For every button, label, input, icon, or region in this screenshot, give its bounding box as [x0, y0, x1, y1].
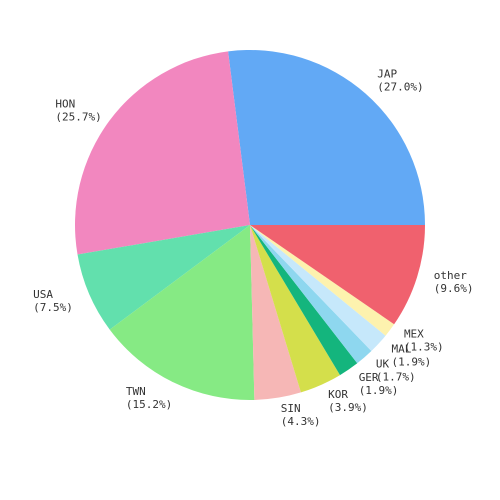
slice-label: USA — [33, 288, 53, 301]
slice-label: TWN — [126, 385, 146, 398]
pie-slice — [77, 225, 250, 330]
slice-value-label: (9.6%) — [434, 282, 474, 295]
slice-label: MAL — [392, 342, 412, 355]
pie-slice — [250, 225, 341, 393]
slice-label: SIN — [281, 402, 301, 415]
pie-slice — [250, 225, 358, 376]
slice-label: HON — [55, 97, 75, 110]
pie-slice — [250, 225, 372, 364]
pie-slice — [250, 225, 425, 325]
slice-label: JAP — [377, 68, 397, 81]
slice-label: other — [434, 269, 467, 282]
slice-value-label: (1.7%) — [376, 371, 416, 384]
slice-label: GER — [359, 371, 379, 384]
slice-value-label: (15.2%) — [126, 398, 172, 411]
slice-value-label: (27.0%) — [377, 81, 423, 94]
slice-value-label: (25.7%) — [55, 110, 101, 123]
slice-label: MEX — [404, 328, 424, 341]
pie-slice — [250, 225, 301, 400]
slice-value-label: (1.9%) — [359, 384, 399, 397]
slice-value-label: (4.3%) — [281, 415, 321, 428]
slice-value-label: (3.9%) — [328, 401, 368, 414]
slice-value-label: (1.9%) — [392, 355, 432, 368]
pie-slice — [75, 51, 251, 255]
pie-slice — [228, 50, 425, 226]
pie-slice — [109, 225, 255, 400]
slice-value-label: (7.5%) — [33, 301, 73, 314]
pie-slice — [250, 225, 395, 336]
slice-value-label: (1.3%) — [404, 341, 444, 354]
slice-label: UK — [376, 358, 390, 371]
pie-slice — [250, 225, 386, 352]
slice-label: KOR — [328, 388, 348, 401]
